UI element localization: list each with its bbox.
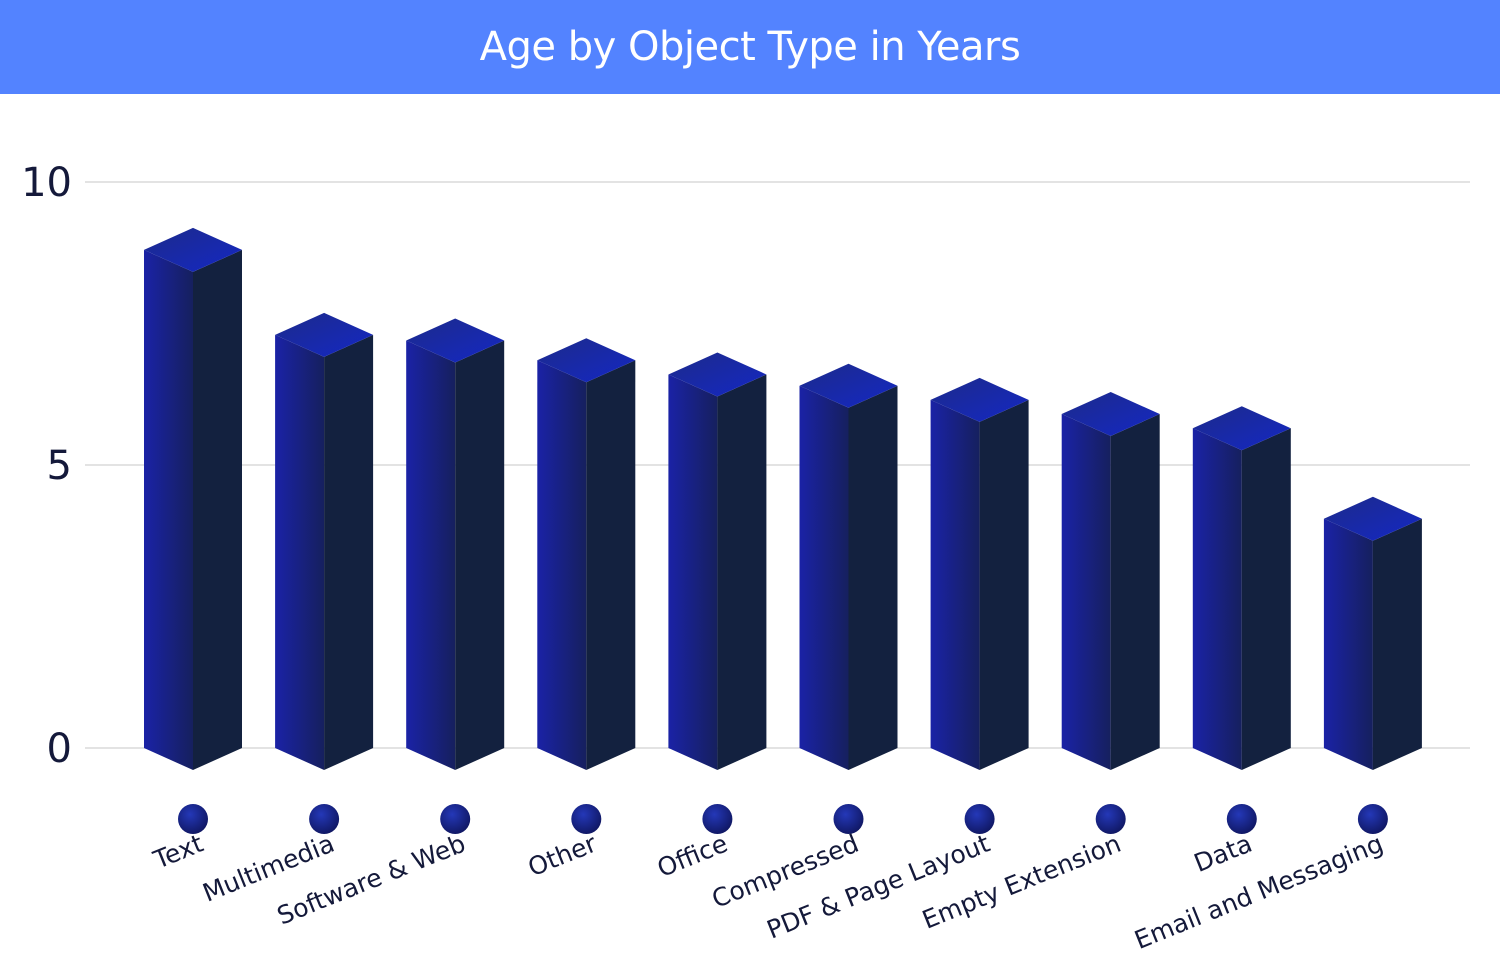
bar-right-face [193,249,242,771]
bar [930,377,1029,770]
bar-left-face [799,385,849,770]
bar-left-face [406,340,456,770]
bar-right-face [1241,428,1291,770]
bar-top-face [275,312,374,357]
category-marker [571,804,602,834]
bar-top-face [668,352,767,397]
category-marker [702,804,733,834]
bar-left-face [1061,414,1111,770]
bar-left-face [1192,428,1242,770]
category-marker [1226,804,1257,834]
bar-left-face [275,334,325,770]
y-tick-label: 5 [47,443,72,489]
bar [1323,496,1422,770]
category-marker [440,804,471,834]
bar-right-face [586,360,636,770]
bar-right-face [717,374,767,770]
chart-title: Age by Object Type in Years [479,24,1021,70]
bar [668,352,767,770]
bar-top-face [406,318,505,363]
category-marker [833,804,864,834]
x-tick-label: Text [149,829,208,875]
bar [799,363,898,770]
bar [144,227,242,771]
x-tick-label: Other [524,828,601,882]
bar-top-face [1061,392,1160,437]
bar-top-face [537,338,636,383]
bar-right-face [1372,518,1422,770]
category-markers [178,804,1388,834]
y-tick-label: 10 [21,160,72,206]
bar-left-face [668,374,718,770]
bars [144,227,1422,771]
bar-left-face [144,249,193,771]
y-axis: 0 5 10 [21,160,72,772]
bar-right-face [455,340,505,770]
x-tick-label: PDF & Page Layout [763,829,994,945]
bar-right-face [1110,414,1160,770]
bar-top-face [799,363,898,408]
bar-right-face [324,334,374,770]
bar [537,338,636,770]
bar-top-face [1323,496,1422,541]
bar-top-face [144,227,242,272]
bar [406,318,505,770]
bar-right-face [848,385,898,770]
bar [1192,406,1291,770]
bar-left-face [930,399,980,770]
bar-left-face [1323,518,1373,770]
chart-header: Age by Object Type in Years [0,0,1500,94]
category-marker [1095,804,1126,834]
x-tick-label: Office [653,829,732,883]
bar [275,312,374,770]
bar [1061,392,1160,770]
bar-top-face [930,377,1029,422]
x-tick-label: Email and Messaging [1130,829,1387,955]
category-marker [309,804,340,834]
y-tick-label: 0 [47,726,72,772]
category-marker [1357,804,1388,834]
bar-top-face [1192,406,1291,451]
bar-right-face [979,399,1029,770]
category-marker [964,804,995,834]
bar-left-face [537,360,587,770]
category-marker [178,804,208,834]
x-tick-label: Data [1190,829,1256,878]
